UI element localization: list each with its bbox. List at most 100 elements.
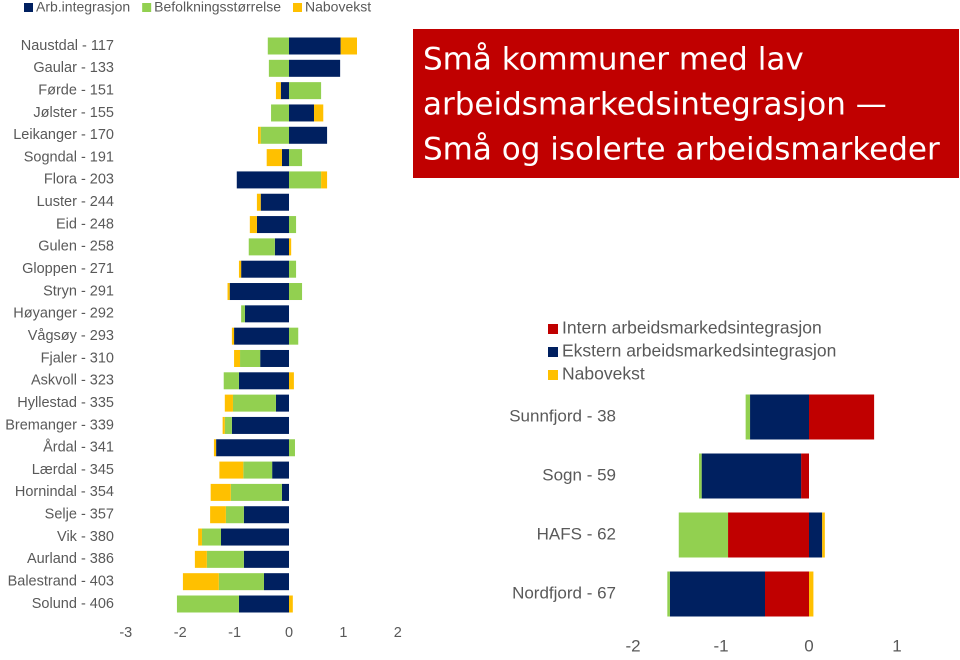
- bar-segment: [289, 104, 315, 122]
- bar-segment: [289, 82, 322, 100]
- bar-segment: [240, 349, 261, 367]
- bar-segment: [765, 571, 809, 617]
- bar-segment: [223, 372, 239, 390]
- bar-segment: [272, 461, 289, 479]
- bar-segment: [210, 483, 231, 501]
- bar-segment: [227, 283, 230, 301]
- bar-segment: [257, 126, 261, 144]
- bar-segment: [229, 283, 289, 301]
- x-tick-label: -2: [174, 625, 187, 641]
- y-tick-label: Hornindal - 354: [15, 484, 114, 500]
- bar-segment: [289, 238, 292, 256]
- legend-swatch: [142, 3, 152, 12]
- legend-swatch: [548, 324, 558, 334]
- bar-segment: [198, 528, 202, 546]
- bar-segment: [243, 506, 289, 524]
- legend-label: Nabovekst: [305, 0, 371, 15]
- bar-segment: [266, 149, 282, 167]
- y-tick-label: Høyanger - 292: [13, 306, 114, 322]
- bar-segment: [238, 372, 289, 390]
- bar-segment: [289, 59, 341, 77]
- x-tick-label: -1: [713, 636, 728, 655]
- y-tick-label: Naustdal - 117: [21, 38, 114, 54]
- y-tick-label: Bremanger - 339: [5, 417, 114, 433]
- bar-segment: [238, 260, 242, 278]
- bar-segment: [750, 394, 809, 440]
- bar-segment: [213, 439, 217, 457]
- bar-segment: [275, 394, 289, 412]
- x-tick-label: 1: [339, 625, 347, 641]
- y-tick-label: Fjaler - 310: [41, 350, 114, 366]
- bar-segment: [206, 550, 244, 568]
- y-tick-label: Årdal - 341: [43, 439, 114, 456]
- y-tick-label: Askvoll - 323: [31, 373, 114, 389]
- x-tick-label: 2: [394, 625, 402, 641]
- bar-segment: [669, 571, 765, 617]
- bar-segment: [210, 506, 226, 524]
- bar-segment: [231, 416, 289, 434]
- bar-segment: [260, 126, 289, 144]
- bar-segment: [289, 126, 328, 144]
- bar-segment: [194, 550, 207, 568]
- legend-label: Intern arbeidsmarkedsintegrasjon: [562, 318, 822, 338]
- bar-segment: [281, 149, 289, 167]
- bar-segment: [243, 461, 273, 479]
- bar-segment: [201, 528, 221, 546]
- bar-segment: [289, 439, 295, 457]
- headline-line: Små og isolerte arbeidsmarkeder: [423, 132, 940, 168]
- bar-segment: [238, 595, 289, 613]
- y-tick-label: Vik - 380: [57, 529, 114, 545]
- y-tick-label: Leikanger - 170: [13, 127, 114, 143]
- y-tick-label: Aurland - 386: [27, 551, 114, 567]
- y-tick-label: Solund - 406: [32, 596, 114, 612]
- bar-segment: [232, 394, 276, 412]
- bar-segment: [176, 595, 239, 613]
- bar-segment: [219, 461, 244, 479]
- bar-segment: [289, 216, 297, 234]
- legend-label: Arb.integrasjon: [36, 0, 130, 15]
- bar-segment: [321, 171, 328, 189]
- bar-segment: [289, 283, 303, 301]
- y-tick-label: Hyllestad - 335: [17, 395, 114, 411]
- bar-segment: [701, 453, 802, 499]
- x-tick-label: 1: [892, 636, 901, 655]
- bar-segment: [263, 573, 289, 591]
- headline-background: [413, 29, 959, 178]
- x-tick-label: -3: [119, 625, 132, 641]
- y-tick-label: Sogndal - 191: [24, 149, 114, 165]
- bar-segment: [667, 571, 670, 617]
- x-tick-label: -1: [228, 625, 241, 641]
- bar-segment: [234, 327, 289, 345]
- bar-segment: [230, 483, 282, 501]
- legend-label: Nabovekst: [562, 364, 645, 384]
- x-tick-label: -2: [625, 636, 640, 655]
- bar-segment: [289, 372, 294, 390]
- legend-swatch: [548, 370, 558, 380]
- bar-segment: [260, 349, 289, 367]
- bar-segment: [222, 416, 225, 434]
- y-tick-label: Lærdal - 345: [32, 462, 114, 478]
- bar-segment: [289, 37, 341, 55]
- bar-segment: [281, 483, 289, 501]
- bar-segment: [745, 394, 751, 440]
- bar-segment: [699, 453, 702, 499]
- bar-segment: [234, 349, 241, 367]
- bar-segment: [243, 550, 289, 568]
- bar-segment: [809, 394, 875, 440]
- y-tick-label: Vågsøy - 293: [28, 328, 114, 344]
- bar-segment: [256, 193, 261, 211]
- bar-segment: [256, 216, 289, 234]
- bar-segment: [231, 327, 235, 345]
- y-tick-label: Selje - 357: [45, 507, 114, 523]
- bar-segment: [225, 506, 244, 524]
- bar-segment: [267, 37, 289, 55]
- bar-segment: [271, 104, 289, 122]
- bar-segment: [275, 82, 281, 100]
- y-tick-label: Gaular - 133: [33, 60, 114, 76]
- bar-segment: [221, 528, 289, 546]
- x-tick-label: 0: [804, 636, 813, 655]
- bar-segment: [241, 260, 289, 278]
- y-tick-label: Stryn - 291: [43, 283, 114, 299]
- y-tick-label: Nordfjord - 67: [512, 583, 616, 602]
- bar-segment: [822, 512, 825, 558]
